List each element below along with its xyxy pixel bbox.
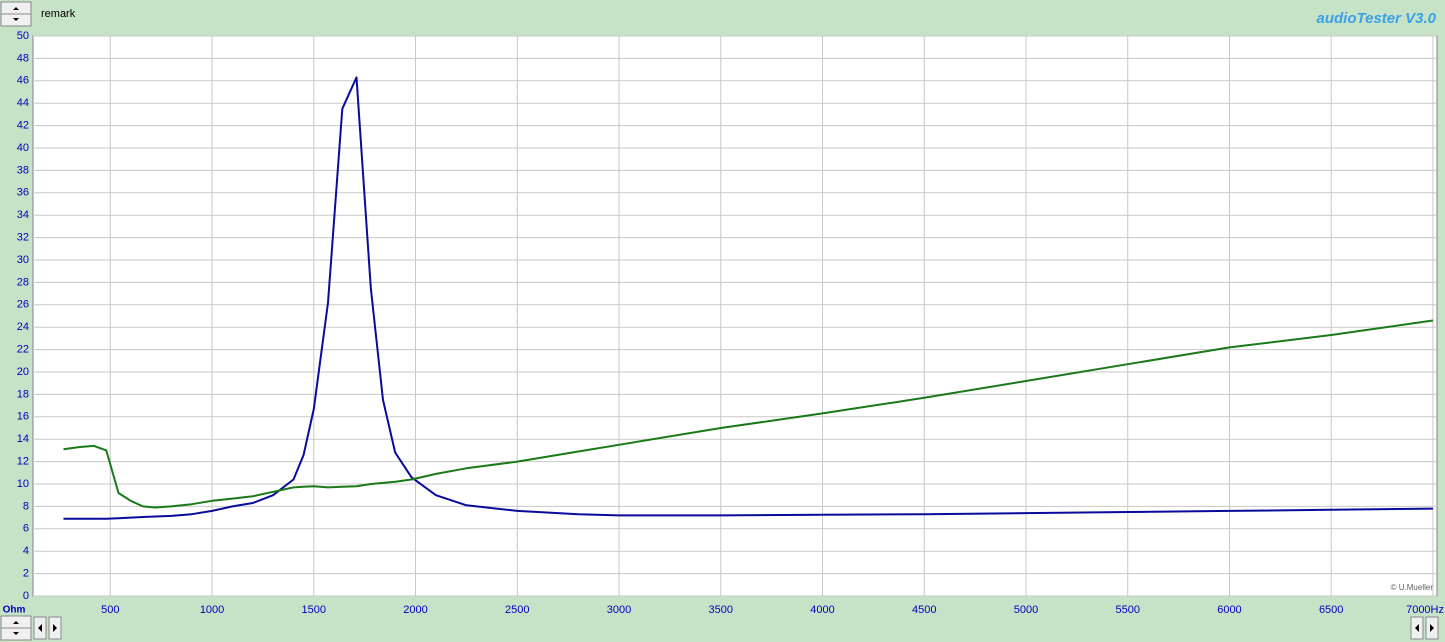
x-tick-label: 4500 xyxy=(912,604,936,616)
y-tick-label: 30 xyxy=(17,254,29,266)
copyright: © U.Mueller xyxy=(1391,583,1434,592)
y-tick-label: 32 xyxy=(17,232,29,244)
y-tick-label: 26 xyxy=(17,299,29,311)
y-tick-label: 44 xyxy=(17,97,29,109)
y-tick-label: 40 xyxy=(17,142,29,154)
y-tick-label: 48 xyxy=(17,52,29,64)
remark-label: remark xyxy=(41,8,76,20)
x-tick-label: 2500 xyxy=(505,604,529,616)
y-tick-label: 4 xyxy=(23,545,29,557)
y-tick-label: 24 xyxy=(17,321,29,333)
plot-area xyxy=(32,35,1438,597)
y-tick-label: 2 xyxy=(23,568,29,580)
y-tick-label: 42 xyxy=(17,120,29,132)
x-tick-label: 5000 xyxy=(1014,604,1038,616)
y-tick-label: 8 xyxy=(23,500,29,512)
bottom-left-controls[interactable] xyxy=(0,615,62,641)
x-tick-label: 2000 xyxy=(403,604,427,616)
x-tick-label: 6000 xyxy=(1217,604,1241,616)
y-tick-label: 20 xyxy=(17,366,29,378)
app-title: audioTester V3.0 xyxy=(1317,10,1437,27)
x-tick-label: 7000Hz xyxy=(1406,604,1444,616)
y-tick-label: 6 xyxy=(23,523,29,535)
y-tick-label: 34 xyxy=(17,209,29,221)
y-axis-label: Ohm xyxy=(3,605,26,616)
x-tick-label: 1000 xyxy=(200,604,224,616)
bottom-right-controls[interactable] xyxy=(1410,616,1439,640)
y-tick-label: 16 xyxy=(17,411,29,423)
y-tick-label: 36 xyxy=(17,187,29,199)
y-tick-label: 10 xyxy=(17,478,29,490)
y-tick-label: 50 xyxy=(17,30,29,42)
y-tick-label: 14 xyxy=(17,433,29,445)
y-tick-label: 38 xyxy=(17,164,29,176)
y-tick-label: 22 xyxy=(17,344,29,356)
x-tick-label: 500 xyxy=(101,604,119,616)
x-tick-label: 4000 xyxy=(810,604,834,616)
x-tick-label: 6500 xyxy=(1319,604,1343,616)
y-tick-label: 46 xyxy=(17,75,29,87)
series-line xyxy=(63,319,1434,509)
y-tick-label: 0 xyxy=(23,590,29,602)
x-tick-label: 1500 xyxy=(302,604,326,616)
y-tick-label: 28 xyxy=(17,276,29,288)
x-tick-label: 3000 xyxy=(607,604,631,616)
x-tick-label: 3500 xyxy=(709,604,733,616)
y-tick-label: 12 xyxy=(17,456,29,468)
y-tick-label: 18 xyxy=(17,388,29,400)
x-tick-label: 5500 xyxy=(1115,604,1139,616)
spin-control[interactable] xyxy=(0,1,32,27)
series-line xyxy=(63,76,1433,520)
